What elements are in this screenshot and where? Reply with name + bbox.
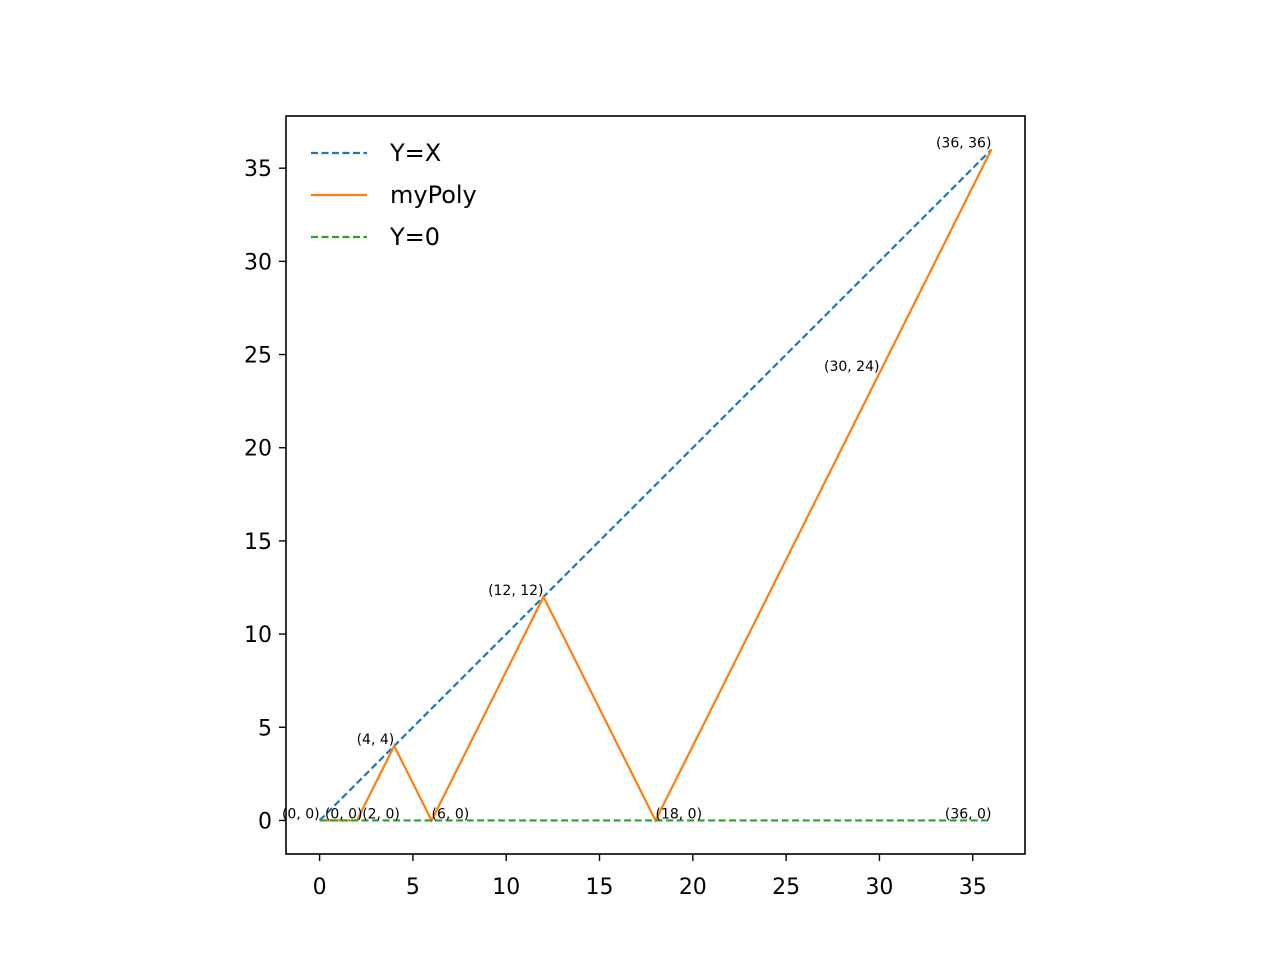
legend-label-y-0: Y=0 <box>389 223 440 251</box>
point-annotation: (0, 0) <box>282 806 320 822</box>
y-tick-label: 0 <box>258 809 272 834</box>
point-annotation: (36, 0) <box>945 806 992 822</box>
x-tick-label: 5 <box>406 875 420 900</box>
x-tick-label: 20 <box>679 875 707 900</box>
plot-frame <box>285 115 1026 855</box>
legend-label-mypoly: myPoly <box>390 181 477 209</box>
point-annotation: (2, 0) <box>362 806 400 822</box>
plot-layer <box>318 148 993 823</box>
point-annotation: (30, 24) <box>824 359 879 375</box>
axes-layer: 0 5 10 15 20 25 30 35 0 5 10 15 20 25 30 35 <box>244 157 987 900</box>
point-annotation: (12, 12) <box>488 583 543 599</box>
y-tick-label: 15 <box>244 530 272 555</box>
point-annotation: (36, 36) <box>936 136 991 152</box>
x-tick-label: 15 <box>586 875 614 900</box>
legend: Y=X myPoly Y=0 <box>311 139 477 251</box>
point-annotation: (0, 0) <box>325 806 363 822</box>
x-tick-label: 35 <box>959 875 987 900</box>
y-tick-label: 25 <box>244 344 272 369</box>
x-tick-label: 10 <box>492 875 520 900</box>
x-tick-label: 0 <box>313 875 327 900</box>
y-tick-label: 30 <box>244 250 272 275</box>
y-tick-label: 5 <box>258 716 272 741</box>
series-line-mypoly <box>319 149 993 823</box>
y-tick-label: 20 <box>244 437 272 462</box>
annotation-layer: (0, 0) (0, 0) (2, 0)(4, 4)(6, 0)(12, 12)(1… <box>282 136 991 823</box>
point-annotation: (18, 0) <box>656 806 703 822</box>
series-line-y-x <box>318 148 993 822</box>
y-tick-label: 35 <box>244 157 272 182</box>
x-tick-label: 25 <box>772 875 800 900</box>
y-tick-label: 10 <box>244 623 272 648</box>
x-tick-label: 30 <box>865 875 893 900</box>
legend-label-y-x: Y=X <box>389 139 441 167</box>
point-annotation: (4, 4) <box>357 732 395 748</box>
point-annotation: (6, 0) <box>432 806 470 822</box>
